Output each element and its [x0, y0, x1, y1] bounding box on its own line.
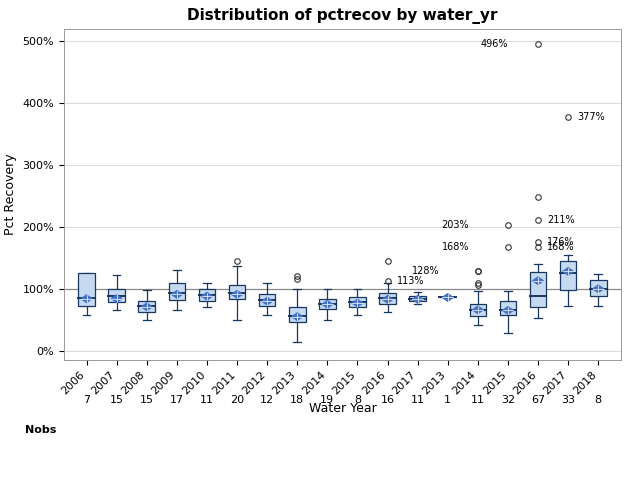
Text: 8: 8	[595, 395, 602, 405]
Text: 12: 12	[260, 395, 274, 405]
Bar	[108, 289, 125, 302]
Text: 1: 1	[444, 395, 451, 405]
Text: 67: 67	[531, 395, 545, 405]
Bar	[138, 301, 155, 312]
Text: 33: 33	[561, 395, 575, 405]
Bar	[259, 294, 275, 306]
Polygon shape	[352, 300, 363, 307]
Polygon shape	[382, 296, 393, 303]
Bar	[590, 280, 607, 296]
Polygon shape	[81, 295, 92, 302]
Text: Nobs: Nobs	[25, 424, 56, 434]
Bar	[500, 300, 516, 315]
Text: 15: 15	[109, 395, 124, 405]
Y-axis label: Pct Recovery: Pct Recovery	[4, 154, 17, 235]
Text: 18: 18	[290, 395, 304, 405]
Polygon shape	[563, 268, 573, 275]
Bar	[168, 283, 185, 300]
Bar	[319, 299, 335, 309]
Text: 15: 15	[140, 395, 154, 405]
Polygon shape	[262, 298, 273, 305]
Polygon shape	[532, 277, 543, 285]
Polygon shape	[442, 294, 453, 301]
Bar	[228, 285, 245, 300]
Text: 377%: 377%	[577, 112, 605, 122]
Bar	[530, 272, 547, 307]
Text: 7: 7	[83, 395, 90, 405]
Bar	[470, 304, 486, 316]
Polygon shape	[172, 291, 182, 298]
Text: 168%: 168%	[547, 242, 575, 252]
Bar	[289, 307, 305, 322]
Polygon shape	[202, 292, 212, 300]
Text: 11: 11	[200, 395, 214, 405]
Text: 20: 20	[230, 395, 244, 405]
Bar	[349, 298, 365, 307]
Polygon shape	[292, 313, 303, 320]
Bar	[560, 261, 577, 290]
Polygon shape	[232, 291, 243, 298]
Bar	[380, 293, 396, 304]
Text: 128%: 128%	[412, 266, 439, 276]
Polygon shape	[593, 285, 604, 292]
Polygon shape	[502, 307, 513, 314]
Polygon shape	[111, 295, 122, 302]
Text: 203%: 203%	[442, 220, 469, 230]
Text: 11: 11	[411, 395, 425, 405]
Text: 211%: 211%	[547, 215, 575, 225]
Text: 496%: 496%	[481, 39, 508, 48]
Text: 19: 19	[320, 395, 335, 405]
Bar	[198, 289, 215, 301]
Polygon shape	[141, 303, 152, 311]
Text: 16: 16	[381, 395, 394, 405]
Text: 168%: 168%	[442, 242, 469, 252]
Text: 176%: 176%	[547, 237, 575, 247]
Text: 32: 32	[501, 395, 515, 405]
Text: 113%: 113%	[397, 276, 424, 286]
Text: 8: 8	[354, 395, 361, 405]
Text: 17: 17	[170, 395, 184, 405]
X-axis label: Water Year: Water Year	[308, 402, 376, 415]
Bar	[78, 273, 95, 306]
Title: Distribution of pctrecov by water_yr: Distribution of pctrecov by water_yr	[187, 9, 498, 24]
Polygon shape	[412, 296, 423, 303]
Text: 11: 11	[471, 395, 485, 405]
Polygon shape	[472, 306, 483, 313]
Polygon shape	[322, 300, 333, 308]
Bar	[410, 296, 426, 301]
